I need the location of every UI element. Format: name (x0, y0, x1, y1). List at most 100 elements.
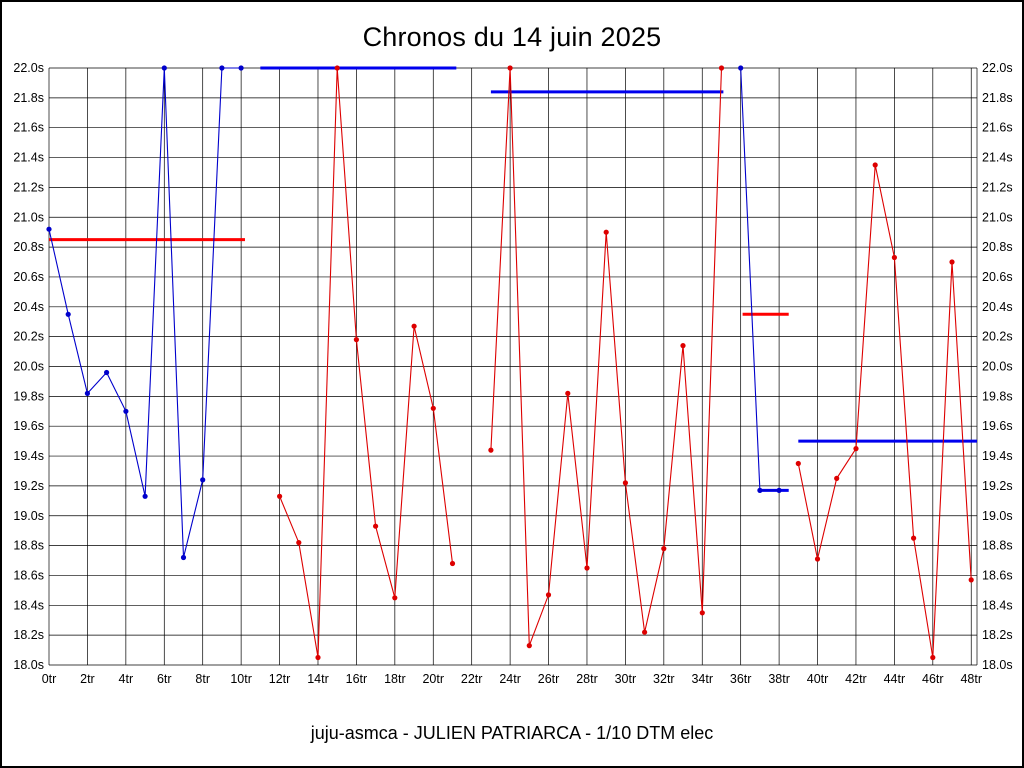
x-tick-label: 48tr (960, 672, 982, 686)
data-point-driver-red (277, 493, 283, 499)
y-tick-label-right: 18.8s (982, 539, 1013, 553)
data-point-driver-blue (123, 408, 129, 414)
series-line-driver-red (279, 67, 454, 658)
data-point-driver-red (911, 535, 917, 541)
x-tick-label: 28tr (576, 672, 598, 686)
data-point-driver-red (930, 654, 936, 661)
data-point-driver-red (411, 323, 417, 329)
y-tick-label-right: 18.6s (982, 568, 1013, 582)
x-tick-label: 16tr (346, 672, 368, 686)
data-point-driver-red (545, 592, 552, 598)
data-point-driver-red (488, 447, 494, 453)
data-point-driver-red (449, 560, 456, 567)
series-line-driver-blue (740, 67, 780, 491)
y-tick-label-right: 19.2s (982, 479, 1013, 493)
data-point-driver-blue (776, 487, 782, 493)
x-tick-label: 2tr (80, 672, 95, 686)
x-tick-label: 34tr (691, 672, 713, 686)
x-tick-label: 8tr (195, 672, 210, 686)
y-tick-label-right: 21.0s (982, 210, 1013, 224)
data-point-driver-blue (238, 65, 244, 71)
data-point-driver-blue (46, 226, 52, 232)
y-tick-label-right: 20.6s (982, 270, 1013, 284)
y-tick-label-left: 18.8s (13, 539, 44, 553)
y-tick-label-left: 20.6s (13, 270, 44, 284)
series-line-driver-blue (48, 67, 242, 558)
chart-footer: juju-asmca - JULIEN PATRIARCA - 1/10 DTM… (310, 723, 714, 743)
data-point-driver-red (718, 65, 725, 71)
y-tick-label-left: 18.4s (13, 598, 44, 612)
data-point-driver-red (872, 162, 878, 168)
x-tick-label: 18tr (384, 672, 406, 686)
y-tick-label-left: 19.4s (13, 449, 44, 463)
x-tick-label: 12tr (269, 672, 291, 686)
data-point-driver-red (949, 259, 955, 265)
data-point-driver-blue (104, 369, 110, 376)
y-tick-label-right: 19.6s (982, 419, 1013, 433)
x-tick-label: 22tr (461, 672, 483, 686)
y-tick-label-right: 21.8s (982, 91, 1013, 105)
x-tick-label: 44tr (884, 672, 906, 686)
data-point-driver-red (315, 654, 321, 661)
y-tick-label-right: 21.6s (982, 121, 1013, 135)
y-tick-label-left: 19.2s (13, 479, 44, 493)
data-point-driver-red (795, 460, 801, 467)
chart-title: Chronos du 14 juin 2025 (362, 22, 662, 52)
data-point-driver-red (968, 577, 974, 583)
y-tick-label-left: 21.2s (13, 180, 44, 194)
y-tick-label-left: 21.6s (13, 121, 44, 135)
data-point-driver-blue (65, 311, 71, 317)
x-tick-label: 0tr (42, 672, 57, 686)
y-tick-label-right: 22.0s (982, 61, 1013, 75)
y-tick-label-right: 18.0s (982, 658, 1013, 672)
data-point-driver-red (373, 523, 379, 529)
data-point-driver-red (680, 343, 686, 349)
y-tick-label-right: 19.0s (982, 509, 1013, 523)
y-tick-label-left: 20.2s (13, 330, 44, 344)
y-tick-label-left: 22.0s (13, 61, 44, 75)
x-tick-label: 36tr (730, 672, 752, 686)
y-tick-label-left: 19.6s (13, 419, 44, 433)
y-tick-label-right: 19.8s (982, 389, 1013, 403)
y-tick-label-left: 21.4s (13, 151, 44, 165)
y-tick-label-right: 21.2s (982, 180, 1013, 194)
y-tick-label-left: 19.0s (13, 509, 44, 523)
data-point-driver-red (814, 556, 821, 562)
y-tick-label-left: 18.2s (13, 628, 44, 642)
series-line-driver-red (797, 164, 972, 658)
x-tick-label: 10tr (230, 672, 252, 686)
y-tick-label-left: 20.8s (13, 240, 44, 254)
data-point-driver-red (296, 540, 302, 546)
data-point-driver-blue (161, 65, 167, 71)
data-point-driver-blue (200, 477, 206, 483)
data-point-driver-red (699, 610, 705, 616)
y-tick-label-left: 20.4s (13, 300, 44, 314)
data-point-driver-red (507, 65, 513, 71)
y-tick-label-right: 18.4s (982, 598, 1013, 612)
y-tick-label-right: 20.8s (982, 240, 1013, 254)
x-tick-label: 40tr (807, 672, 829, 686)
data-point-driver-red (584, 565, 590, 571)
x-tick-label: 14tr (307, 672, 329, 686)
y-tick-label-right: 20.2s (982, 330, 1013, 344)
y-tick-label-right: 20.4s (982, 300, 1013, 314)
data-point-driver-red (392, 595, 398, 601)
data-point-driver-red (526, 643, 532, 649)
x-tick-label: 46tr (922, 672, 944, 686)
x-tick-label: 38tr (768, 672, 790, 686)
data-point-driver-red (353, 337, 359, 343)
y-tick-label-left: 21.8s (13, 91, 44, 105)
data-point-driver-blue (219, 65, 225, 71)
data-point-driver-red (603, 229, 609, 235)
y-tick-label-left: 19.8s (13, 389, 44, 403)
data-point-driver-blue (738, 65, 744, 71)
y-tick-label-left: 20.0s (13, 360, 44, 374)
y-tick-label-right: 21.4s (982, 151, 1013, 165)
data-point-driver-blue (180, 554, 187, 561)
x-tick-label: 42tr (845, 672, 867, 686)
y-tick-label-right: 20.0s (982, 360, 1013, 374)
data-point-driver-blue (142, 493, 148, 499)
y-tick-label-left: 21.0s (13, 210, 44, 224)
data-point-driver-red (853, 446, 859, 452)
